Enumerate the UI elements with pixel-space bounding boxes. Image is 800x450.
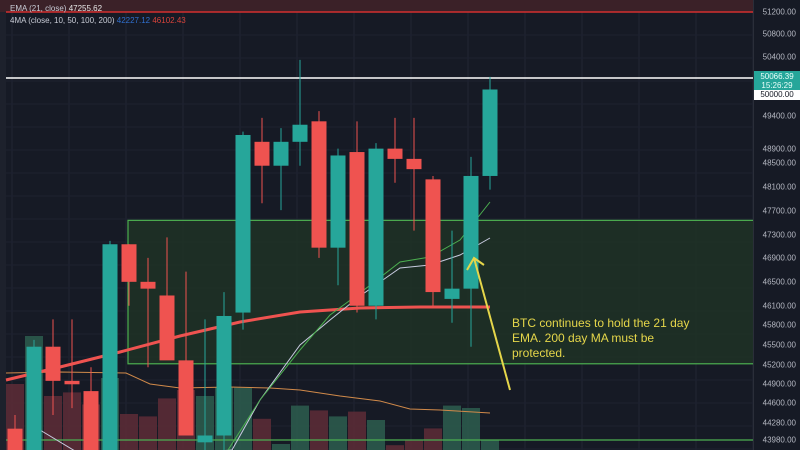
price-tick: 50800.00 bbox=[762, 29, 796, 39]
current-price-tag: 50066.39 15:26:29 bbox=[754, 71, 800, 91]
candles bbox=[7, 59, 498, 450]
price-tick: 50400.00 bbox=[762, 52, 796, 62]
indicator-legend: EMA (21, close) 47255.62 4MA (close, 10,… bbox=[10, 3, 186, 27]
price-tick: 46900.00 bbox=[762, 253, 796, 263]
price-tick: 49400.00 bbox=[762, 111, 796, 121]
price-tick: 43980.00 bbox=[762, 435, 796, 445]
annotation-text[interactable]: BTC continues to hold the 21 day EMA. 20… bbox=[512, 316, 690, 360]
ma-label: 4MA (close, 10, 50, 100, 200) bbox=[10, 16, 115, 25]
price-tick: 51200.00 bbox=[762, 7, 796, 17]
arrow-head-icon bbox=[466, 256, 485, 271]
ma-value-1: 42227.12 bbox=[116, 16, 151, 25]
price-tick: 47700.00 bbox=[762, 206, 796, 216]
price-tick: 48900.00 bbox=[762, 144, 796, 154]
horizontal-levels[interactable] bbox=[6, 11, 754, 441]
ma-value-2: 46102.43 bbox=[152, 16, 186, 25]
resistance-band bbox=[0, 0, 754, 12]
annotation-arrow[interactable] bbox=[466, 256, 511, 391]
price-axis[interactable]: 50066.39 15:26:29 50000.00 51200.00 50800… bbox=[753, 0, 800, 450]
price-tick: 48500.00 bbox=[762, 158, 796, 168]
price-tick: 44600.00 bbox=[762, 398, 796, 408]
support-zone bbox=[127, 219, 755, 365]
price-tick: 46500.00 bbox=[762, 277, 796, 287]
bar-countdown: 15:26:29 bbox=[761, 81, 793, 90]
price-tick: 46100.00 bbox=[762, 301, 796, 311]
price-tick: 44900.00 bbox=[762, 379, 796, 389]
price-tick: 47300.00 bbox=[762, 230, 796, 240]
ma-legend-row[interactable]: 4MA (close, 10, 50, 100, 200) 42227.12 4… bbox=[10, 15, 186, 27]
ema-label: EMA (21, close) bbox=[10, 4, 67, 13]
current-price: 50066.39 bbox=[760, 72, 794, 81]
ema-value: 47255.62 bbox=[68, 4, 103, 13]
left-edge bbox=[0, 0, 6, 450]
price-tick: 48100.00 bbox=[762, 182, 796, 192]
level-price-tag: 50000.00 bbox=[754, 90, 800, 100]
price-tick: 45800.00 bbox=[762, 320, 796, 330]
price-tick: 45500.00 bbox=[762, 340, 796, 350]
price-tick: 44280.00 bbox=[762, 418, 796, 428]
price-tick: 45200.00 bbox=[762, 360, 796, 370]
ema-legend-row[interactable]: EMA (21, close) 47255.62 bbox=[10, 3, 186, 15]
